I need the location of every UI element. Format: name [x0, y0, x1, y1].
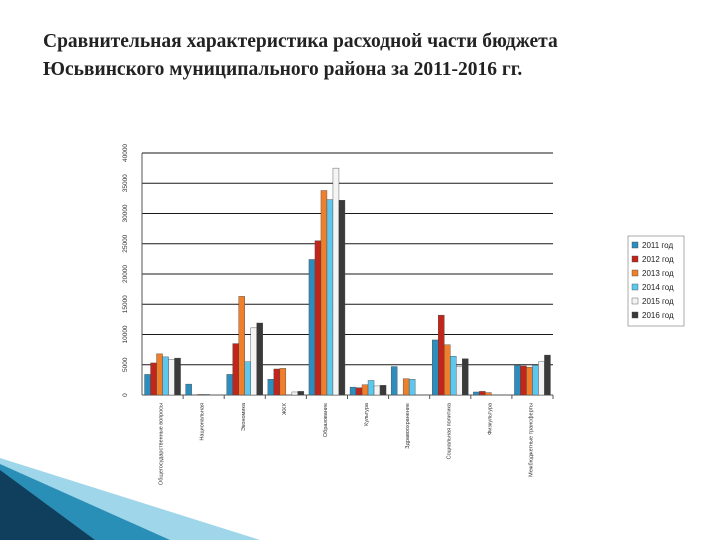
y-tick-label: 35000: [122, 174, 129, 192]
y-tick-label: 0: [122, 393, 129, 397]
bar-1-7: [390, 366, 398, 396]
bar-3-10: [526, 366, 533, 396]
bar-6-5: [338, 199, 346, 396]
x-category-label: Образование: [323, 403, 329, 437]
x-category-label: Физкультура: [487, 402, 493, 435]
bar-1-2: [185, 383, 192, 396]
bar-6-8: [462, 358, 469, 396]
legend-swatch: [631, 269, 639, 277]
bar-3-9: [485, 392, 492, 396]
bar-1-6: [349, 386, 357, 396]
legend-swatch: [631, 255, 639, 263]
bar-4-1: [162, 356, 169, 396]
bar-2-4: [273, 368, 281, 396]
bar-1-1: [144, 374, 151, 396]
legend-label: 2012 год: [642, 255, 674, 264]
y-tick-label: 40000: [122, 144, 129, 162]
legend-label: 2011 год: [642, 241, 673, 250]
bar-5-1: [168, 359, 175, 396]
bar-2-5: [314, 240, 322, 396]
bar-1-3: [226, 374, 233, 396]
bar-3-1: [156, 353, 163, 396]
bar-6-4: [297, 391, 305, 396]
bar-2-6: [355, 387, 363, 396]
bar-1-5: [308, 259, 316, 396]
bar-2-10: [520, 365, 527, 396]
bar-2-9: [479, 391, 486, 396]
legend-box: [627, 235, 685, 327]
bar-4-6: [367, 380, 375, 396]
bar-6-10: [544, 354, 551, 396]
bar-3-8: [444, 344, 451, 396]
x-category-label: Общегосударственные вопросы: [159, 403, 165, 485]
bar-6-1: [174, 357, 181, 396]
bar-5-6: [373, 385, 381, 396]
corner-swoosh-dark: [0, 470, 95, 540]
legend-label: 2014 год: [642, 283, 674, 292]
legend-swatch: [631, 297, 639, 305]
bar-6-6: [379, 385, 387, 396]
corner-decoration: [0, 458, 260, 540]
bar-5-3: [250, 327, 257, 396]
legend-label: 2016 год: [642, 311, 674, 320]
bar-3-5: [320, 190, 328, 396]
bar-4-8: [450, 356, 457, 396]
slide-title: Сравнительная характеристика расходной ч…: [43, 28, 683, 84]
x-category-label: Здравоохранение: [405, 403, 411, 449]
bar-5-4: [291, 391, 299, 396]
bar-1-9: [473, 391, 480, 396]
x-category-label: Национальная: [200, 403, 206, 441]
x-category-label: Межбюджетные трансферты: [528, 403, 534, 477]
x-category-label: ЖКХ: [282, 403, 288, 415]
bar-4-2: [203, 394, 210, 396]
legend-label: 2013 год: [642, 269, 674, 278]
bar-4-10: [532, 365, 539, 396]
bar-2-3: [232, 343, 239, 396]
slide-title-line-2: Юсьвинского муниципального района за 201…: [43, 59, 523, 80]
bar-3-4: [279, 368, 287, 396]
bar-2-8: [438, 314, 445, 396]
y-tick-label: 5000: [122, 357, 129, 372]
bar-6-3: [256, 322, 263, 396]
bar-2-1: [150, 362, 157, 396]
x-category-label: Экономика: [241, 402, 247, 431]
bar-3-2: [197, 394, 204, 396]
bar-3-3: [238, 296, 245, 396]
legend-label: 2015 год: [642, 297, 674, 306]
bar-5-8: [456, 366, 463, 396]
y-tick-label: 30000: [122, 204, 129, 222]
slide-title-line-1: Сравнительная характеристика расходной ч…: [43, 31, 558, 52]
bar-5-10: [538, 361, 545, 396]
y-tick-label: 15000: [122, 295, 129, 313]
legend-swatch: [631, 241, 639, 249]
y-tick-label: 10000: [122, 325, 129, 343]
bar-4-3: [244, 361, 251, 396]
x-category-label: Культура: [364, 402, 370, 426]
y-tick-label: 25000: [122, 234, 129, 252]
bar-3-6: [361, 384, 369, 396]
legend-swatch: [631, 311, 639, 319]
x-category-label: Социальная политика: [446, 402, 452, 459]
bar-4-5: [326, 199, 334, 396]
bar-1-10: [514, 365, 521, 396]
bar-4-7: [408, 379, 416, 396]
bar-1-4: [267, 379, 275, 396]
bar-1-8: [432, 339, 439, 396]
legend-swatch: [631, 283, 639, 291]
bar-5-5: [332, 167, 340, 396]
bar-3-7: [402, 378, 410, 396]
y-tick-label: 20000: [122, 265, 129, 283]
